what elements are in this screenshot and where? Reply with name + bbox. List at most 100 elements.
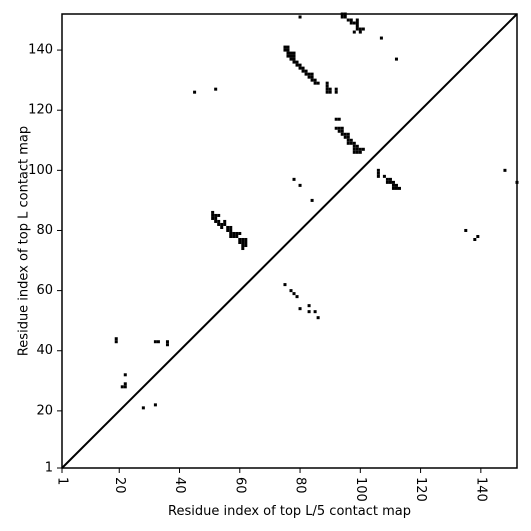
contact-point — [355, 21, 359, 25]
contact-point — [214, 216, 218, 220]
y-tick-label: 1 — [45, 461, 53, 476]
contact-point — [307, 304, 311, 308]
contact-point — [220, 222, 224, 226]
contact-point — [229, 225, 233, 229]
contact-point — [349, 18, 353, 22]
contact-point — [298, 66, 302, 70]
contact-point — [397, 186, 401, 190]
contact-point — [352, 144, 356, 148]
contact-point — [229, 234, 233, 238]
contact-point — [292, 51, 296, 55]
contact-point — [343, 135, 347, 139]
contact-point — [346, 135, 350, 139]
contact-point — [391, 180, 395, 184]
contact-point — [394, 57, 398, 61]
contact-point — [361, 27, 365, 31]
contact-point — [313, 81, 317, 85]
contact-point — [304, 69, 308, 73]
x-axis: 1 20 40 60 80 100 120 140 — [55, 468, 488, 502]
contact-point — [352, 21, 356, 25]
contact-point — [325, 87, 329, 91]
contact-point — [313, 78, 317, 82]
contact-point — [141, 406, 145, 410]
contact-point — [376, 171, 380, 175]
contact-point — [340, 132, 344, 136]
contact-point — [325, 90, 329, 94]
contact-point — [304, 72, 308, 76]
contact-point — [295, 63, 299, 67]
contact-point — [292, 60, 296, 64]
contact-point — [120, 385, 124, 389]
contact-point — [349, 138, 353, 142]
plot-area — [114, 12, 519, 410]
x-tick-label: 80 — [293, 477, 308, 494]
y-tick-label: 80 — [36, 223, 53, 238]
contact-point — [123, 385, 127, 389]
contact-point — [214, 219, 218, 223]
contact-point — [349, 21, 353, 25]
x-axis-label: Residue index of top L/5 contact map — [168, 504, 411, 519]
contact-point — [340, 15, 344, 19]
contact-point — [337, 129, 341, 133]
contact-point — [358, 27, 362, 31]
x-tick-label: 20 — [112, 477, 127, 494]
contact-point — [337, 117, 341, 121]
contact-point — [156, 340, 160, 344]
contact-point — [349, 141, 353, 145]
plot-frame — [61, 13, 518, 469]
contact-point — [289, 289, 293, 293]
contact-point — [298, 15, 302, 19]
x-tick-label: 40 — [172, 477, 187, 494]
contact-point — [238, 231, 242, 235]
y-tick-label: 60 — [36, 283, 53, 298]
contact-point — [244, 241, 248, 245]
contact-point — [346, 138, 350, 142]
contact-point — [286, 54, 290, 58]
x-tick-label: 140 — [473, 477, 488, 502]
contact-point — [214, 87, 218, 91]
y-tick-label: 120 — [28, 103, 53, 118]
x-tick-label: 1 — [55, 477, 70, 485]
contact-point — [153, 340, 157, 344]
contact-point — [334, 90, 338, 94]
contact-point — [358, 30, 362, 34]
contact-point — [217, 219, 221, 223]
contact-point — [238, 241, 242, 245]
contact-point — [310, 198, 314, 202]
contact-point — [283, 283, 287, 287]
contact-point — [358, 147, 362, 151]
contact-point — [355, 144, 359, 148]
contact-point — [241, 244, 245, 248]
contact-point — [298, 307, 302, 311]
y-tick-label: 20 — [36, 403, 53, 418]
contact-point — [340, 126, 344, 130]
contact-point — [385, 177, 389, 181]
contact-point — [123, 382, 127, 386]
contact-point — [394, 183, 398, 187]
contact-point — [346, 18, 350, 22]
contact-point — [334, 117, 338, 121]
contact-point — [355, 18, 359, 22]
y-tick-label: 100 — [28, 163, 53, 178]
contact-point — [355, 27, 359, 31]
contact-point — [123, 373, 127, 377]
contact-point — [292, 177, 296, 181]
contact-point — [217, 213, 221, 217]
contact-point — [310, 72, 314, 76]
contact-point — [238, 237, 242, 241]
contact-point — [114, 337, 118, 341]
contact-point — [358, 150, 362, 154]
contact-point — [235, 231, 239, 235]
contact-point — [292, 292, 296, 296]
contact-point — [241, 237, 245, 241]
contact-point — [352, 147, 356, 151]
contact-point — [220, 225, 224, 229]
contact-point — [391, 186, 395, 190]
contact-point — [388, 177, 392, 181]
contact-point — [223, 222, 227, 226]
contact-point — [391, 183, 395, 187]
contact-point — [382, 174, 386, 178]
x-tick-label: 100 — [353, 477, 368, 502]
contact-point — [503, 168, 507, 172]
